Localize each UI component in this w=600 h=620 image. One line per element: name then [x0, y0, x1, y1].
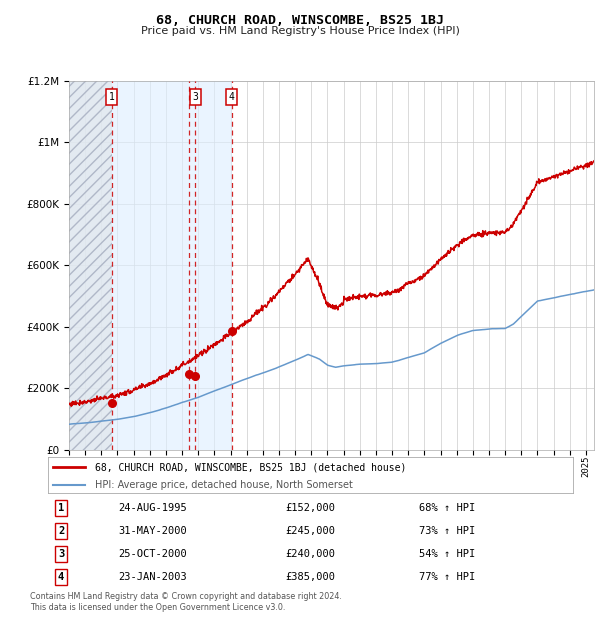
Text: 68, CHURCH ROAD, WINSCOMBE, BS25 1BJ: 68, CHURCH ROAD, WINSCOMBE, BS25 1BJ: [156, 14, 444, 27]
Text: 25-OCT-2000: 25-OCT-2000: [119, 549, 187, 559]
Text: 4: 4: [58, 572, 64, 582]
Text: 3: 3: [58, 549, 64, 559]
Text: 4: 4: [229, 92, 235, 102]
Text: 24-AUG-1995: 24-AUG-1995: [119, 503, 187, 513]
Text: 77% ↑ HPI: 77% ↑ HPI: [419, 572, 475, 582]
Bar: [69, 81, 112, 450]
Text: £245,000: £245,000: [286, 526, 335, 536]
Text: 31-MAY-2000: 31-MAY-2000: [119, 526, 187, 536]
Text: Contains HM Land Registry data © Crown copyright and database right 2024.
This d: Contains HM Land Registry data © Crown c…: [30, 592, 342, 611]
Text: HPI: Average price, detached house, North Somerset: HPI: Average price, detached house, Nort…: [95, 480, 353, 490]
Bar: [188, 81, 196, 450]
Text: 68% ↑ HPI: 68% ↑ HPI: [419, 503, 475, 513]
Bar: [196, 81, 232, 450]
Text: 3: 3: [193, 92, 198, 102]
Text: Price paid vs. HM Land Registry's House Price Index (HPI): Price paid vs. HM Land Registry's House …: [140, 26, 460, 36]
Text: 54% ↑ HPI: 54% ↑ HPI: [419, 549, 475, 559]
Bar: [69, 81, 112, 450]
Text: £240,000: £240,000: [286, 549, 335, 559]
Text: 73% ↑ HPI: 73% ↑ HPI: [419, 526, 475, 536]
Text: 1: 1: [109, 92, 115, 102]
Text: £385,000: £385,000: [286, 572, 335, 582]
Text: £152,000: £152,000: [286, 503, 335, 513]
Text: 1: 1: [58, 503, 64, 513]
Text: 68, CHURCH ROAD, WINSCOMBE, BS25 1BJ (detached house): 68, CHURCH ROAD, WINSCOMBE, BS25 1BJ (de…: [95, 462, 407, 472]
Bar: [112, 81, 188, 450]
Text: 23-JAN-2003: 23-JAN-2003: [119, 572, 187, 582]
Text: 2: 2: [58, 526, 64, 536]
